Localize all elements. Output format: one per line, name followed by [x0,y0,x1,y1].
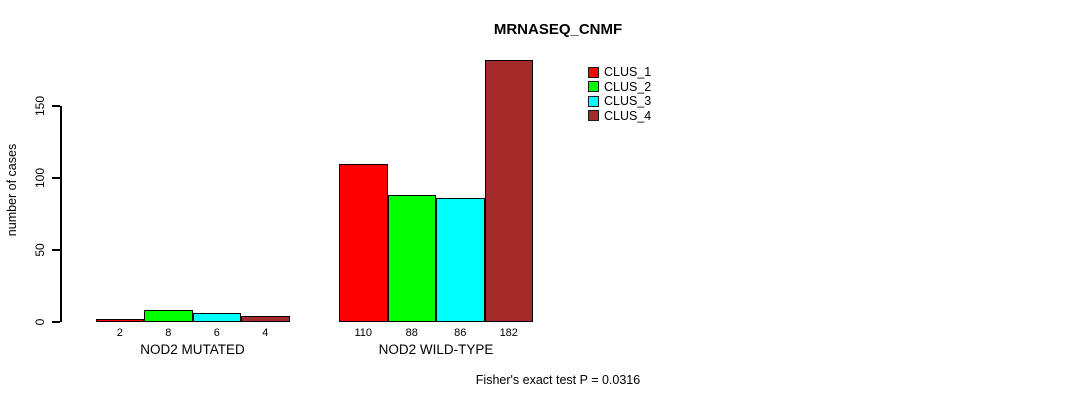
bar-value-label: 6 [213,327,220,339]
legend-label: CLUS_1 [604,65,652,80]
legend-item-clus_3: CLUS_3 [588,94,651,109]
legend-swatch-clus_2 [588,81,599,93]
bar-clus_1-group2 [339,164,388,322]
legend-item-clus_2: CLUS_2 [588,80,651,95]
bar-value-label: 110 [354,327,373,339]
bar-value-label: 4 [262,327,269,339]
bar-clus_3-group1 [192,313,241,322]
bar-clus_4-group1 [241,316,290,322]
bar-value-label: 86 [454,327,467,339]
y-axis-tick-label: 100 [33,167,47,189]
y-axis-tick [52,321,60,323]
bar-clus_4-group2 [484,60,533,322]
x-group-label: NOD2 MUTATED [140,342,245,357]
bar-value-label: 182 [499,327,518,339]
y-axis-tick [52,105,60,107]
stat-annotation: Fisher's exact test P = 0.0316 [475,373,641,387]
chart-title: MRNASEQ_CNMF [493,21,623,38]
y-axis-tick-label: 0 [33,318,47,326]
x-group-label: NOD2 WILD-TYPE [378,342,494,357]
legend-item-clus_1: CLUS_1 [588,65,651,80]
y-axis-line [60,106,62,322]
bar-value-label: 88 [405,327,418,339]
bar-value-label: 8 [165,327,172,339]
bar-clus_2-group1 [144,310,193,322]
legend-swatch-clus_1 [588,66,599,78]
bar-value-label: 2 [116,327,123,339]
legend-label: CLUS_4 [604,108,652,123]
y-axis-tick [52,249,60,251]
legend-swatch-clus_4 [588,110,599,122]
y-axis-title: number of cases [5,143,19,237]
legend-item-clus_4: CLUS_4 [588,109,651,124]
legend: CLUS_1 CLUS_2 CLUS_3 CLUS_4 [588,65,651,123]
bar-clus_2-group2 [387,195,436,322]
bar-clus_3-group2 [436,198,485,322]
bar-clus_1-group1 [95,319,144,322]
legend-label: CLUS_2 [604,79,652,94]
legend-label: CLUS_3 [604,94,652,109]
y-axis-tick-label: 150 [33,95,47,117]
legend-swatch-clus_3 [588,95,599,107]
y-axis-tick-label: 50 [33,243,47,257]
y-axis-tick [52,177,60,179]
